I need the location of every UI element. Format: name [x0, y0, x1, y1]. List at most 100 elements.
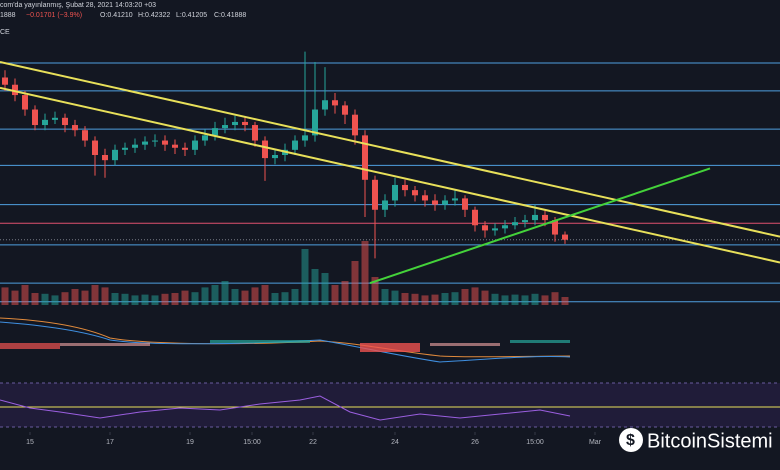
- ohlc-label: O:0.41210: [100, 12, 133, 19]
- volume-bar: [271, 293, 279, 305]
- ohlc-label: H:0.42322: [138, 12, 170, 19]
- logo: $ BitcoinSistemi: [619, 428, 773, 452]
- candle-body: [432, 200, 438, 205]
- trendline: [0, 61, 780, 238]
- rsi-line: [0, 395, 571, 421]
- macd-hist: [0, 343, 60, 349]
- candle-body: [222, 125, 228, 129]
- volume-bar: [361, 241, 369, 305]
- candle-body: [262, 140, 268, 159]
- candle-body: [482, 225, 488, 231]
- x-tick-label: 19: [186, 439, 194, 446]
- x-tick-label: 22: [309, 439, 317, 446]
- ohlc-label: C:0.41888: [214, 12, 246, 19]
- candle-body: [452, 198, 458, 201]
- volume-bar: [211, 285, 219, 305]
- volume-bar: [201, 287, 209, 305]
- candle-body: [392, 184, 398, 201]
- volume-bar: [281, 292, 289, 305]
- volume-bar: [521, 295, 529, 305]
- volume-bar: [161, 293, 169, 305]
- rsi-band: [0, 383, 780, 427]
- volume-bar: [401, 293, 409, 305]
- candle-body: [122, 147, 128, 150]
- volume-bar: [461, 289, 469, 305]
- candle-body: [512, 222, 518, 226]
- macd-hist: [60, 343, 150, 346]
- candle-body: [272, 155, 278, 159]
- volume-bar: [431, 294, 439, 305]
- candle-body: [382, 200, 388, 210]
- candle-body: [102, 155, 108, 161]
- candle-body: [22, 95, 28, 110]
- candle-body: [312, 109, 318, 136]
- macd-signal: [0, 317, 571, 358]
- candle-body: [402, 184, 408, 191]
- candle-body: [132, 144, 138, 148]
- volume-bar: [111, 293, 119, 305]
- candle-body: [32, 109, 38, 126]
- candle-body: [532, 214, 538, 221]
- volume-bar: [551, 292, 559, 305]
- macd-hist: [430, 343, 500, 346]
- volume-bar: [311, 269, 319, 305]
- macd-hist: [360, 343, 420, 352]
- candle-body: [72, 125, 78, 131]
- candle-body: [412, 190, 418, 196]
- candle-body: [112, 149, 118, 161]
- volume-bar: [481, 290, 489, 305]
- volume-bar: [21, 285, 29, 305]
- volume-bar: [381, 289, 389, 305]
- volume-bar: [141, 294, 149, 305]
- volume-bar: [181, 290, 189, 305]
- macd-hist: [210, 340, 310, 343]
- volume-bar: [531, 293, 539, 305]
- candle-body: [492, 228, 498, 231]
- volume-bar: [291, 289, 299, 305]
- candle-body: [252, 125, 258, 141]
- volume-bar: [121, 293, 129, 305]
- volume-bar: [341, 281, 349, 305]
- candle-body: [442, 200, 448, 205]
- candle-body: [12, 84, 18, 96]
- x-tick-label: 15: [26, 439, 34, 446]
- trendline: [369, 167, 711, 285]
- volume-bar: [31, 293, 39, 305]
- logo-text: BitcoinSistemi: [647, 430, 773, 452]
- volume-bar: [251, 287, 259, 305]
- candle-body: [322, 100, 328, 110]
- x-tick-label: 15:00: [243, 439, 261, 446]
- candle-body: [52, 117, 58, 120]
- x-tick-label: 17: [106, 439, 114, 446]
- x-axis-band: [0, 432, 780, 470]
- volume-bar: [331, 285, 339, 305]
- candle-body: [342, 105, 348, 115]
- candle-body: [172, 144, 178, 148]
- candle-body: [2, 77, 8, 85]
- volume-bar: [11, 290, 19, 305]
- volume-bar: [61, 292, 69, 305]
- volume-bar: [391, 290, 399, 305]
- volume-bar: [241, 290, 249, 305]
- candle-body: [82, 130, 88, 141]
- candle-body: [352, 114, 358, 136]
- volume-bar: [1, 287, 9, 305]
- candle-body: [362, 135, 368, 180]
- volume-bar: [71, 289, 79, 305]
- volume-bar: [321, 273, 329, 305]
- volume-bar: [351, 261, 359, 305]
- candle-body: [562, 234, 568, 240]
- candle-body: [162, 140, 168, 145]
- macd-hist: [510, 340, 570, 343]
- logo-icon-mark: $: [626, 432, 635, 449]
- volume-bar: [561, 297, 569, 305]
- candle-body: [332, 100, 338, 106]
- candle-body: [42, 119, 48, 126]
- volume-bar: [411, 293, 419, 305]
- side-label: CE: [0, 29, 10, 36]
- volume-bar: [501, 295, 509, 305]
- volume-bar: [151, 295, 159, 305]
- volume-bar: [131, 295, 139, 305]
- volume-bar: [301, 249, 309, 305]
